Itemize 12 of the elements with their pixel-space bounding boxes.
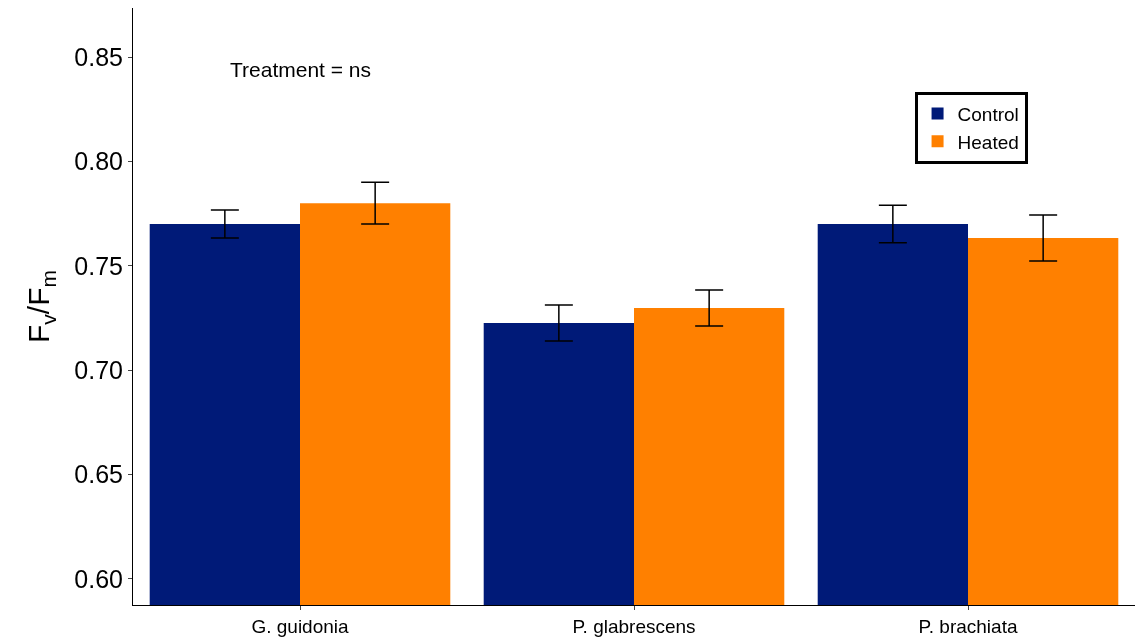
legend-label: Control [957,103,1019,125]
y-tick-label: 0.75 [74,251,123,280]
legend-label: Heated [957,131,1019,153]
y-tick-label: 0.85 [74,42,123,71]
x-tick-label: P. glabrescens [572,615,696,637]
x-tick-label: P. brachiata [918,615,1018,637]
y-tick-label: 0.65 [74,460,123,489]
y-tick-label: 0.80 [74,147,123,176]
y-tick-label: 0.60 [74,564,123,593]
x-tick-label: G. guidonia [251,615,350,637]
annotation: Treatment = ns [230,58,372,81]
y-tick-label: 0.70 [74,355,123,384]
